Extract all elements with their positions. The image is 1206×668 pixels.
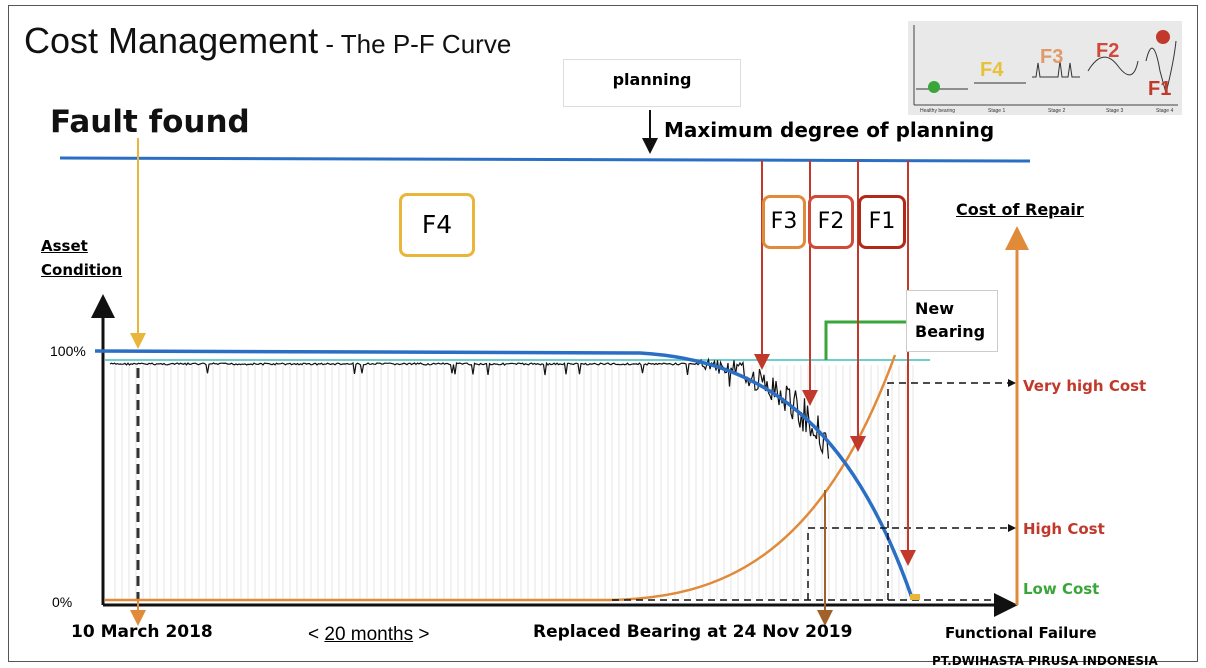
thumb-stage-label: Stage 3 [1106, 108, 1123, 114]
duration-label: < 20 months > [308, 624, 430, 645]
vibration-trace [109, 357, 830, 459]
thumb-f4: F4 [980, 59, 1004, 81]
high-cost-label: High Cost [1023, 520, 1105, 538]
stage-f3-box: F3 [762, 195, 806, 249]
slide-title: Cost Management - The P-F Curve [24, 20, 512, 61]
cost-dashed-lines [612, 382, 1008, 601]
thumb-stage-label: Stage 4 [1156, 108, 1173, 114]
stage-f2-box: F2 [808, 195, 854, 249]
thumb-f2: F2 [1096, 40, 1119, 62]
planning-box: planning [563, 59, 741, 107]
max-planning-label: Maximum degree of planning [664, 118, 995, 142]
max-planning-line [59, 156, 1031, 163]
thumb-stage-label: Healthy bearing [920, 108, 955, 114]
low-cost-label: Low Cost [1023, 580, 1100, 598]
y-tick-0: 0% [52, 594, 73, 610]
y-tick-100: 100% [50, 343, 86, 359]
stage-f1-box: F1 [858, 195, 906, 249]
stage-f4-box: F4 [399, 193, 475, 257]
start-date-label: 10 March 2018 [71, 622, 213, 642]
very-high-cost-label: Very high Cost [1023, 377, 1147, 395]
thumb-stage-label: Stage 1 [988, 108, 1005, 114]
thumb-f3: F3 [1040, 46, 1063, 68]
pf-curve [94, 349, 914, 599]
thumb-stage-label: Stage 2 [1048, 108, 1065, 114]
fault-found-label: Fault found [50, 104, 250, 140]
new-bearing-box: New Bearing [906, 290, 998, 352]
y-axis-label-1: Asset [41, 237, 88, 255]
footer-company: PT.DWIHASTA PIRUSA INDONESIA [932, 654, 1158, 668]
vibration-data [109, 357, 830, 459]
pf-stages-thumbnail: F4 F3 F2 F1 Healthy bearing Stage 1 Stag… [908, 21, 1182, 115]
data-gridlines [114, 365, 914, 600]
functional-failure-label: Functional Failure [945, 624, 1097, 642]
cost-curve [105, 354, 897, 602]
y-axis-label-2: Condition [41, 261, 123, 279]
cost-of-repair-label: Cost of Repair [956, 200, 1084, 219]
thumb-f1: F1 [1148, 78, 1171, 100]
replaced-bearing-label: Replaced Bearing at 24 Nov 2019 [533, 622, 853, 642]
